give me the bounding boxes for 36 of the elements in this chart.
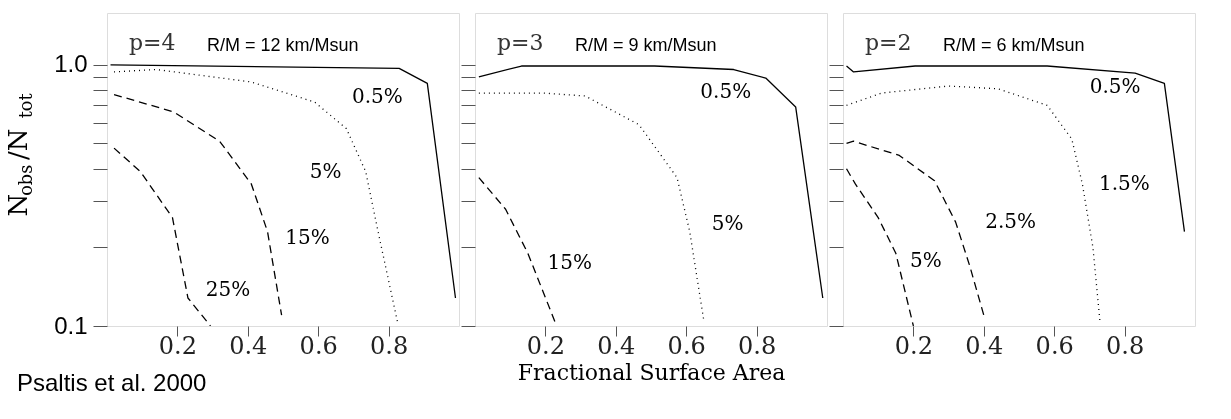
y-tick-label: 1.0 <box>54 50 88 78</box>
series-label: 5% <box>309 158 342 183</box>
x-tick-label: 0.6 <box>299 331 338 360</box>
x-tick-label: 0.8 <box>738 331 777 360</box>
series-label: 15% <box>547 250 593 275</box>
y-axis-title: Nobs/Ntot <box>3 93 36 217</box>
series-label: 1.5% <box>1098 170 1150 195</box>
text: p=2 <box>865 30 912 55</box>
y-tick-label: 0.1 <box>54 311 88 339</box>
x-tick-label: 0.4 <box>229 331 268 360</box>
x-tick-label: 0.2 <box>158 331 197 360</box>
text: p=4 <box>129 30 176 55</box>
series-label: 0.5% <box>1089 74 1141 99</box>
line-series <box>113 93 283 316</box>
series-label: 15% <box>285 224 330 249</box>
series-label: 5% <box>909 248 942 273</box>
x-tick-label: 0.6 <box>667 331 706 360</box>
series-label: 2.5% <box>985 209 1037 234</box>
text: R/M = 6 km/Msun <box>943 35 1085 55</box>
series-label: 5% <box>711 210 744 235</box>
x-tick-label: 0.8 <box>370 331 409 360</box>
series-label: 0.5% <box>351 84 403 109</box>
x-axis-title: Fractional Surface Area <box>517 359 786 385</box>
text: p=3 <box>497 30 544 55</box>
text: Psaltis et al. 2000 <box>17 369 207 396</box>
series-label: 25% <box>205 277 251 301</box>
series-label: 0.5% <box>700 79 752 104</box>
line-series <box>109 64 457 299</box>
x-tick-label: 0.2 <box>526 331 565 360</box>
text: R/M = 12 km/Msun <box>207 35 359 55</box>
x-tick-label: 0.4 <box>965 331 1004 360</box>
x-tick-label: 0.4 <box>597 331 636 360</box>
x-tick-label: 0.8 <box>1106 331 1145 360</box>
x-tick-label: 0.6 <box>1035 331 1074 360</box>
text: R/M = 9 km/Msun <box>575 35 717 55</box>
x-tick-label: 0.2 <box>894 331 933 360</box>
